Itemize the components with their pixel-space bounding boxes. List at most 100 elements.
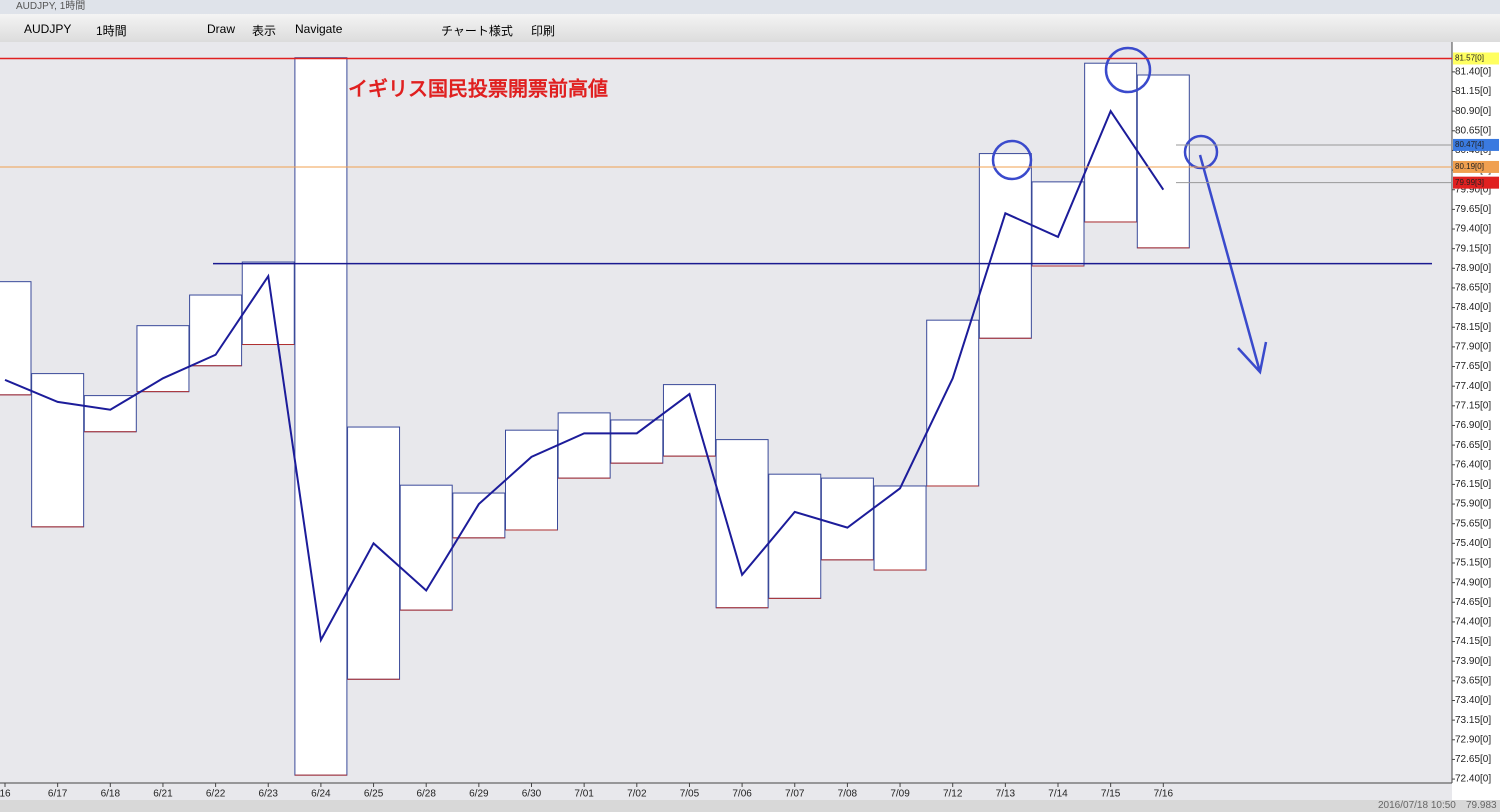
x-tick-label: 7/12 — [943, 789, 963, 800]
level-tag — [1453, 160, 1499, 173]
range-box — [715, 439, 769, 609]
y-tick-label: 75.40[0] — [1455, 538, 1491, 549]
range-box — [557, 412, 611, 479]
y-tick-label: 79.15[0] — [1455, 243, 1491, 254]
y-tick-label: 81.15[0] — [1455, 86, 1491, 97]
y-tick-label: 72.90[0] — [1455, 734, 1491, 745]
y-tick-label: 76.15[0] — [1455, 479, 1491, 490]
plot-area — [0, 42, 1452, 783]
x-tick-label: 7/14 — [1048, 789, 1068, 800]
circle — [991, 139, 1033, 181]
y-tick-label: 73.15[0] — [1455, 715, 1491, 726]
x-tick-label: 7/16 — [1154, 789, 1174, 800]
x-tick-label: 7/06 — [732, 789, 752, 800]
range-box — [31, 373, 85, 528]
x-tick-label: 6/29 — [469, 789, 489, 800]
x-tick-label: 7/09 — [890, 789, 910, 800]
y-tick-label: 79.65[0] — [1455, 204, 1491, 215]
y-tick-label: 74.40[0] — [1455, 617, 1491, 628]
range-box — [820, 477, 874, 561]
x-tick-label: 6/28 — [416, 789, 436, 800]
y-tick-label: 72.65[0] — [1455, 754, 1491, 765]
range-box — [768, 473, 822, 599]
y-tick-label: 75.90[0] — [1455, 499, 1491, 510]
x-tick-label: 7/02 — [627, 789, 647, 800]
timeframe-select[interactable]: 1時間 — [96, 24, 127, 38]
y-tick-label: 79.40[0] — [1455, 224, 1491, 235]
symbol-select[interactable]: AUDJPY — [24, 22, 72, 36]
status-time: 2016/07/18 10:50 — [1378, 800, 1456, 811]
level-tag — [1453, 176, 1499, 189]
y-tick-label: 80.65[0] — [1455, 125, 1491, 136]
x-tick-label: 7/01 — [574, 789, 594, 800]
level-label: 81.57[0] — [1455, 54, 1484, 63]
x-tick-label: 7/15 — [1101, 789, 1121, 800]
chart-style-menu[interactable]: チャート様式 — [441, 24, 513, 38]
range-box — [505, 429, 558, 531]
y-tick-label: 73.90[0] — [1455, 656, 1491, 667]
x-tick-label: 6/25 — [364, 789, 384, 800]
y-tick-label: 72.40[0] — [1455, 774, 1491, 785]
x-tick-label: 7/05 — [680, 789, 700, 800]
x-tick-label: 6/17 — [48, 789, 68, 800]
level-tag — [1453, 138, 1499, 151]
y-tick-label: 78.65[0] — [1455, 283, 1491, 294]
level-label: 80.47[4] — [1455, 140, 1484, 149]
level-label: 80.19[0] — [1455, 162, 1484, 171]
y-tick-label: 77.40[0] — [1455, 381, 1491, 392]
range-box — [926, 319, 980, 487]
x-tick-label: 6/23 — [259, 789, 279, 800]
y-tick-label: 74.65[0] — [1455, 597, 1491, 608]
x-tick-label: 7/07 — [785, 789, 805, 800]
x-tick-label: 6/21 — [153, 789, 173, 800]
y-tick-label: 73.40[0] — [1455, 695, 1491, 706]
range-box — [978, 153, 1032, 339]
print-menu[interactable]: 印刷 — [531, 24, 556, 38]
price-line — [4, 109, 1165, 644]
window-title: AUDJPY, 1時間 — [16, 1, 86, 12]
circle — [1183, 134, 1219, 170]
range-box — [294, 57, 348, 776]
x-tick-label: 6/30 — [522, 789, 542, 800]
y-tick-label: 77.65[0] — [1455, 361, 1491, 372]
range-box — [610, 419, 664, 464]
x-tick-label: 6/22 — [206, 789, 226, 800]
circle — [1104, 46, 1152, 94]
range-box — [83, 395, 137, 433]
y-tick-label: 76.40[0] — [1455, 459, 1491, 470]
toolbar: AUDJPY 1時間 Draw 表示 Navigate チャート様式 印刷 — [0, 14, 1500, 43]
y-tick-label: 74.90[0] — [1455, 577, 1491, 588]
y-tick-label: 81.40[0] — [1455, 67, 1491, 78]
x-tick-label: 6/24 — [311, 789, 331, 800]
y-tick-label: 76.65[0] — [1455, 440, 1491, 451]
navigate-menu[interactable]: Navigate — [295, 22, 343, 36]
x-tick-label: 16 — [0, 789, 11, 800]
view-menu[interactable]: 表示 — [252, 24, 277, 38]
range-box — [0, 281, 32, 396]
range-box — [136, 325, 190, 393]
y-tick-label: 78.15[0] — [1455, 322, 1491, 333]
level-label: 79.99[3] — [1455, 178, 1484, 187]
y-tick-label: 79.90[0] — [1455, 184, 1491, 195]
x-tick-label: 6/18 — [101, 789, 121, 800]
y-tick-label: 77.90[0] — [1455, 342, 1491, 353]
range-box — [1084, 62, 1138, 223]
y-tick-label: 74.15[0] — [1455, 636, 1491, 647]
x-tick-label: 7/13 — [996, 789, 1016, 800]
y-tick-label: 76.90[0] — [1455, 420, 1491, 431]
annotation: イギリス国民投票開票前高値 — [348, 76, 608, 100]
status-price: 79.983 — [1466, 800, 1497, 811]
x-tick-label: 7/08 — [838, 789, 858, 800]
level-tag — [1453, 52, 1499, 65]
range-box — [873, 485, 927, 571]
range-box — [452, 492, 506, 539]
y-tick-label: 78.40[0] — [1455, 302, 1491, 313]
chart: イギリス国民投票開票前高値 72.40[0] 72.65[0] 72.90[0] 73… — [0, 42, 1500, 800]
title-bar: AUDJPY, 1時間 — [0, 0, 1500, 14]
draw-menu[interactable]: Draw — [207, 22, 236, 36]
y-tick-label: 77.15[0] — [1455, 400, 1491, 411]
y-tick-label: 75.15[0] — [1455, 558, 1491, 569]
status-bar: 2016/07/18 10:50 79.983 — [0, 800, 1500, 812]
y-tick-label: 80.90[0] — [1455, 106, 1491, 117]
range-box — [347, 426, 401, 680]
